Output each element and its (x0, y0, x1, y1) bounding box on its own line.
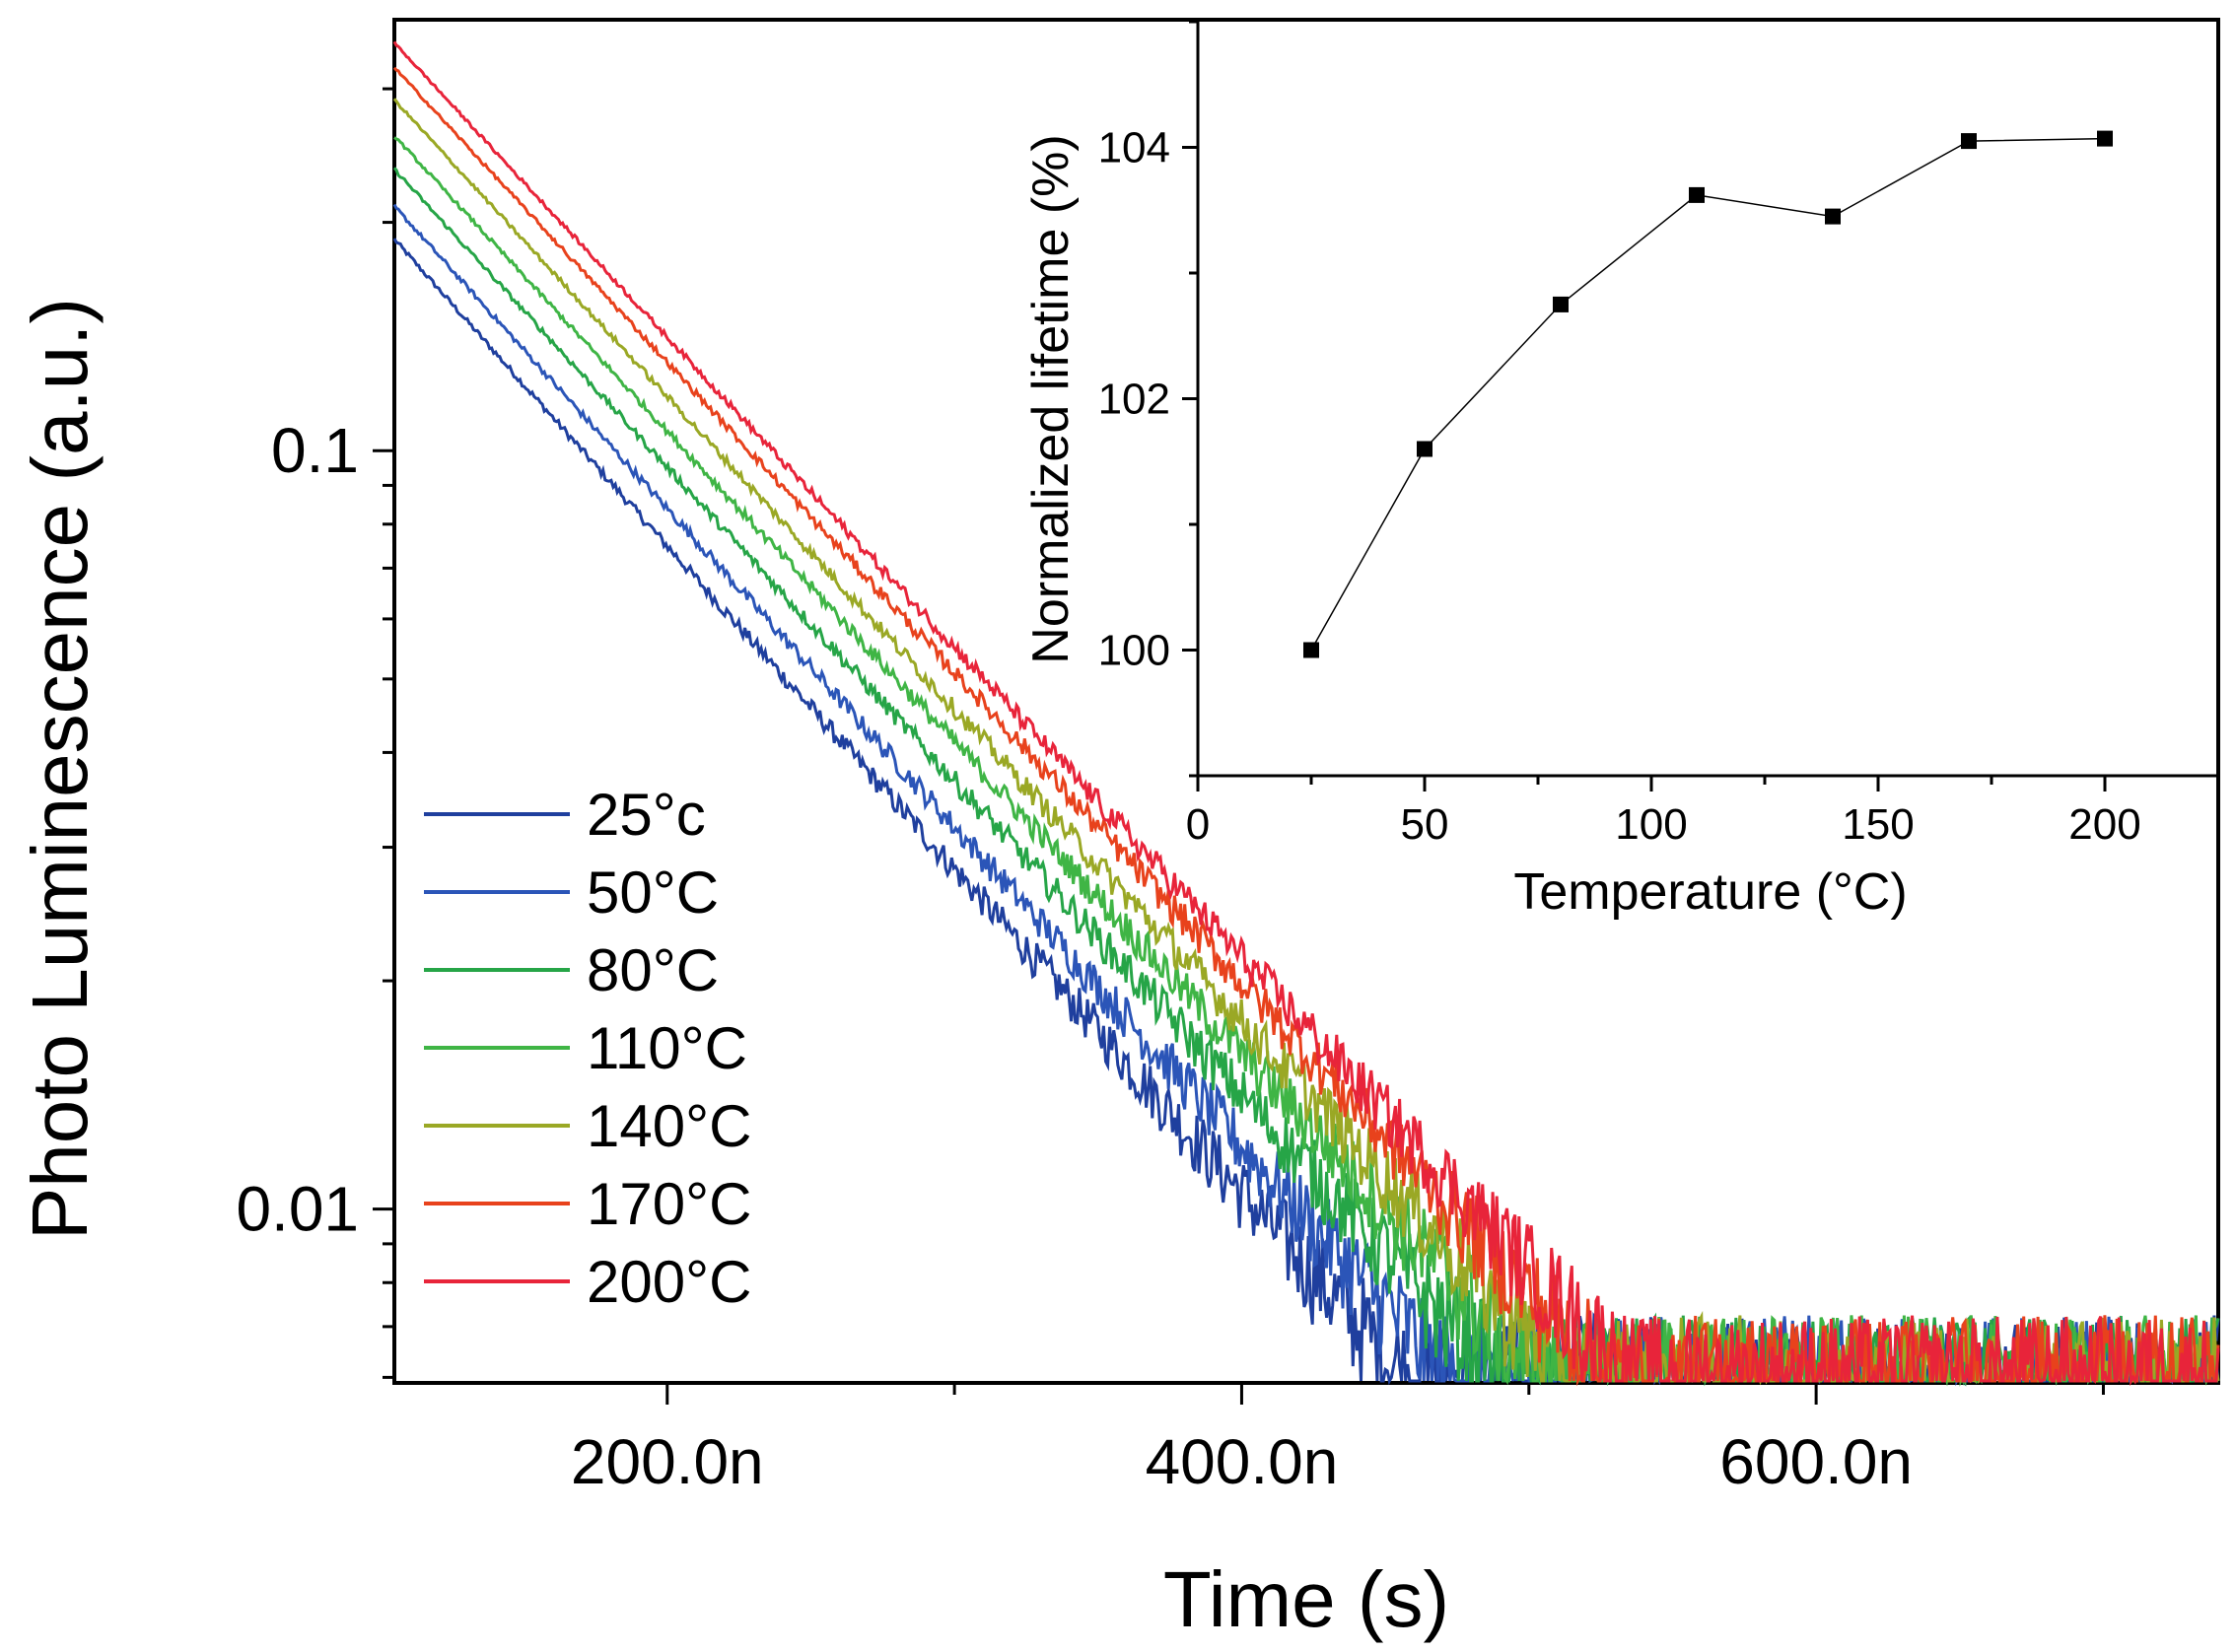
inset-point-5 (1961, 133, 1977, 150)
main-x-tick-label-0: 200.0n (571, 1426, 764, 1497)
inset-x-tick-label-3: 150 (1842, 800, 1914, 849)
inset-point-6 (2097, 130, 2113, 147)
inset-background (1198, 22, 2216, 776)
inset-y-tick-label-2: 104 (1098, 124, 1170, 172)
inset-x-axis-title: Temperature (°C) (1513, 863, 1907, 921)
inset-x-tick-label-1: 50 (1401, 800, 1449, 849)
inset-y-tick-label-1: 102 (1098, 376, 1170, 424)
inset-series-group (1303, 130, 2113, 658)
inset-y-axis: 100 102 104 (1098, 20, 1198, 778)
legend-label-4: 140°C (587, 1093, 751, 1159)
inset-y-tick-label-0: 100 (1098, 627, 1170, 675)
main-plot-frame (392, 18, 2220, 1385)
main-y-axis: 0.1 0.01 (236, 87, 394, 1379)
inset-point-0 (1303, 642, 1319, 658)
inset-point-1 (1417, 441, 1432, 457)
inset-x-axis: 0 50 100 150 200 (1186, 776, 2220, 849)
main-y-axis-title: Photo Luminescence (a.u.) (16, 298, 104, 1240)
legend-label-3: 110°C (587, 1015, 747, 1081)
main-x-tick-label-1: 400.0n (1146, 1426, 1339, 1497)
legend-label-6: 200°C (587, 1249, 751, 1315)
main-x-axis-title: Time (s) (1163, 1555, 1449, 1643)
series-line-4 (392, 98, 2220, 1386)
main-x-axis: 200.0n 400.0n 600.0n (571, 1383, 2105, 1497)
main-y-tick-label-1: 0.01 (236, 1174, 359, 1245)
main-x-tick-label-2: 600.0n (1719, 1426, 1913, 1497)
inset-x-tick-label-0: 0 (1186, 800, 1210, 849)
legend-label-1: 50°C (587, 860, 719, 926)
series-line-6 (392, 40, 2220, 1387)
legend-label-5: 170°C (587, 1171, 751, 1237)
legend-label-0: 25°c (587, 782, 706, 848)
legend-label-2: 80°C (587, 937, 719, 1003)
inset-x-tick-label-2: 100 (1615, 800, 1687, 849)
inset-point-3 (1689, 186, 1705, 203)
main-series-group (392, 40, 2220, 1387)
inset-x-tick-label-4: 200 (2068, 800, 2140, 849)
inset-point-2 (1553, 296, 1569, 312)
inset-y-axis-title: Normalized lifetime (%) (1022, 134, 1080, 663)
main-y-tick-label-0: 0.1 (271, 415, 359, 486)
legend: 25°c 50°C 80°C 110°C 140°C 170°C 200°C (424, 782, 751, 1315)
inset-point-4 (1825, 208, 1841, 225)
